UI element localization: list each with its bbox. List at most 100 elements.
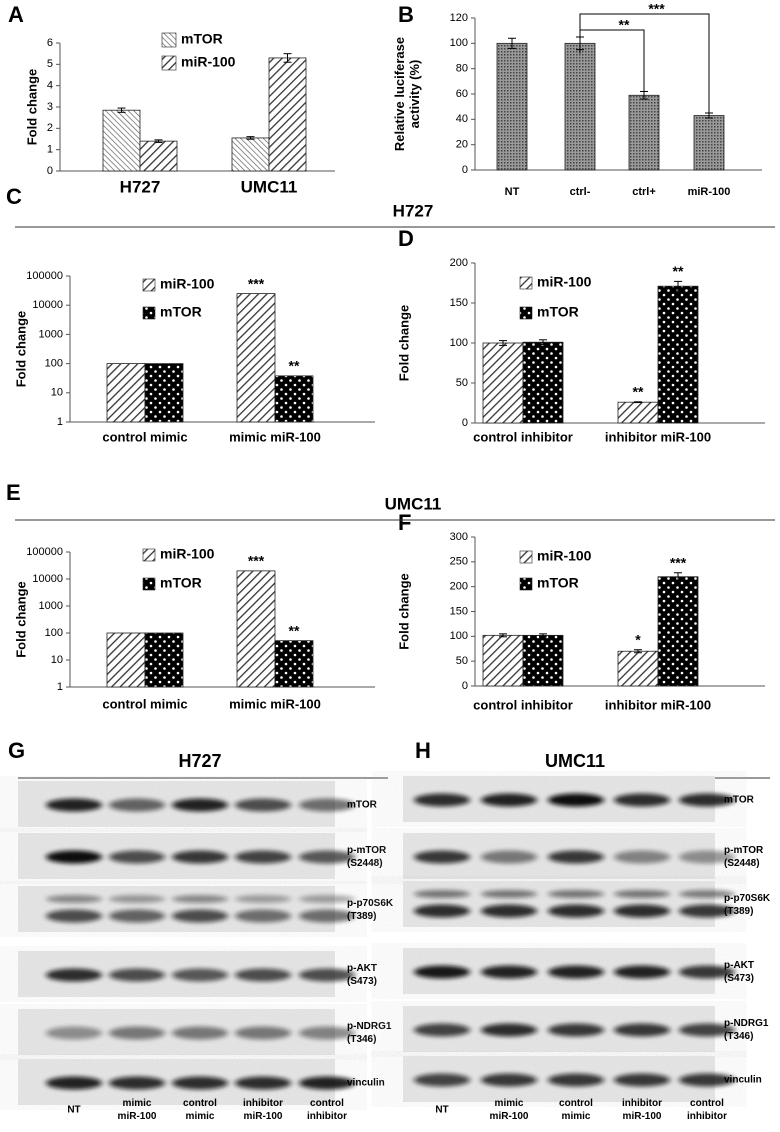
blot-band [46,798,102,812]
y-axis-label: Relative luciferase [392,37,407,151]
y-tick-label: 0 [462,164,468,176]
blot-band [235,798,291,812]
y-axis-label: Fold change [396,573,411,650]
blot-noise [403,881,715,927]
error-bar [634,401,642,404]
legend-label: miR-100 [537,274,592,290]
blot-band [109,798,165,812]
bar [617,650,659,687]
blot-band [481,965,537,979]
blot-band [235,909,291,923]
x-tick-label: H727 [120,177,161,196]
bar [657,285,699,424]
panel-letter: H [415,738,431,763]
band-label: (T389) [724,906,753,917]
y-tick-label: 10 [51,654,63,666]
legend-label: miR-100 [160,546,215,562]
lane-label: mimic [562,1111,591,1122]
lane-label: inhibitor [622,1098,662,1109]
y-tick-label: 0 [47,165,53,177]
error-bar [283,53,292,63]
blot-band [172,798,228,812]
bar [522,341,564,424]
y-tick-label: 250 [450,556,468,568]
blot-band [299,909,355,923]
blot-band [414,890,470,898]
panel-letter: G [8,738,25,763]
legend-swatch [161,55,177,71]
legend-swatch [142,278,156,292]
bar [496,42,528,171]
lane-label: inhibitor [687,1111,727,1122]
band-label: (S473) [347,976,377,987]
blot-band [46,1026,102,1040]
y-tick-label: 1000 [39,328,63,340]
y-tick-label: 1 [57,681,63,693]
y-tick-label: 120 [450,12,468,24]
y-tick-label: 10000 [32,299,63,311]
blot-band [481,1073,537,1087]
blot-band [172,850,228,864]
error-bar [117,107,126,113]
y-tick-label: 0 [462,417,468,429]
y-tick-label: 200 [450,257,468,269]
blot-band [235,1026,291,1040]
band-label: p-AKT [724,960,754,971]
lane-label: miR-100 [244,1111,283,1122]
bar [268,57,307,172]
y-axis-label: Fold change [13,311,28,388]
legend-label: miR-100 [537,548,592,564]
blot-band [109,1026,165,1040]
bar [274,375,314,423]
band-label: vinculin [724,1075,762,1086]
blot-band [109,1076,165,1090]
bar [144,632,184,688]
blot-band [614,965,670,979]
blot-band [548,1023,604,1037]
lane-label: mimic [123,1098,152,1109]
bar [144,363,184,423]
x-tick-label: mimic miR-100 [229,696,321,711]
y-tick-label: 1000 [39,600,63,612]
blot-band [614,793,670,807]
significance: *** [670,554,687,570]
blot-band [614,850,670,864]
legend-swatch [519,550,533,564]
blot-band [481,793,537,807]
lane-label: inhibitor [307,1111,347,1122]
blot-band [548,1073,604,1087]
blot-band [614,1023,670,1037]
blot-noise [18,886,335,932]
legend-label: mTOR [160,304,202,320]
band-label: p-NDRG1 [724,1018,769,1029]
blot-band [235,968,291,982]
x-tick-label: UMC11 [241,177,298,196]
blot-band [679,793,735,807]
bar [236,570,276,688]
blot-band [299,1026,355,1040]
blot-band [414,1023,470,1037]
bar [617,401,659,424]
significance: ** [289,358,300,374]
y-tick-label: 150 [450,605,468,617]
panel-letter: A [8,2,24,27]
y-tick-label: 60 [456,88,468,100]
blot-band [172,895,228,903]
band-label: (T346) [724,1031,753,1042]
y-tick-label: 100 [45,627,63,639]
band-label: p-p70S6K [347,898,394,909]
y-tick-label: 100 [450,37,468,49]
band-label: p-mTOR [724,845,764,856]
legend-label: mTOR [181,31,223,47]
bar [274,640,314,688]
legend-swatch [519,276,533,290]
y-tick-label: 5 [47,58,53,70]
x-tick-label: inhibitor miR-100 [605,429,711,444]
y-tick-label: 300 [450,531,468,543]
lane-label: control [183,1098,217,1109]
significance-bracket [579,13,710,117]
panel-letter: C [6,184,22,209]
bar [482,634,524,687]
error-bar [674,280,682,292]
significance: ** [633,384,644,400]
